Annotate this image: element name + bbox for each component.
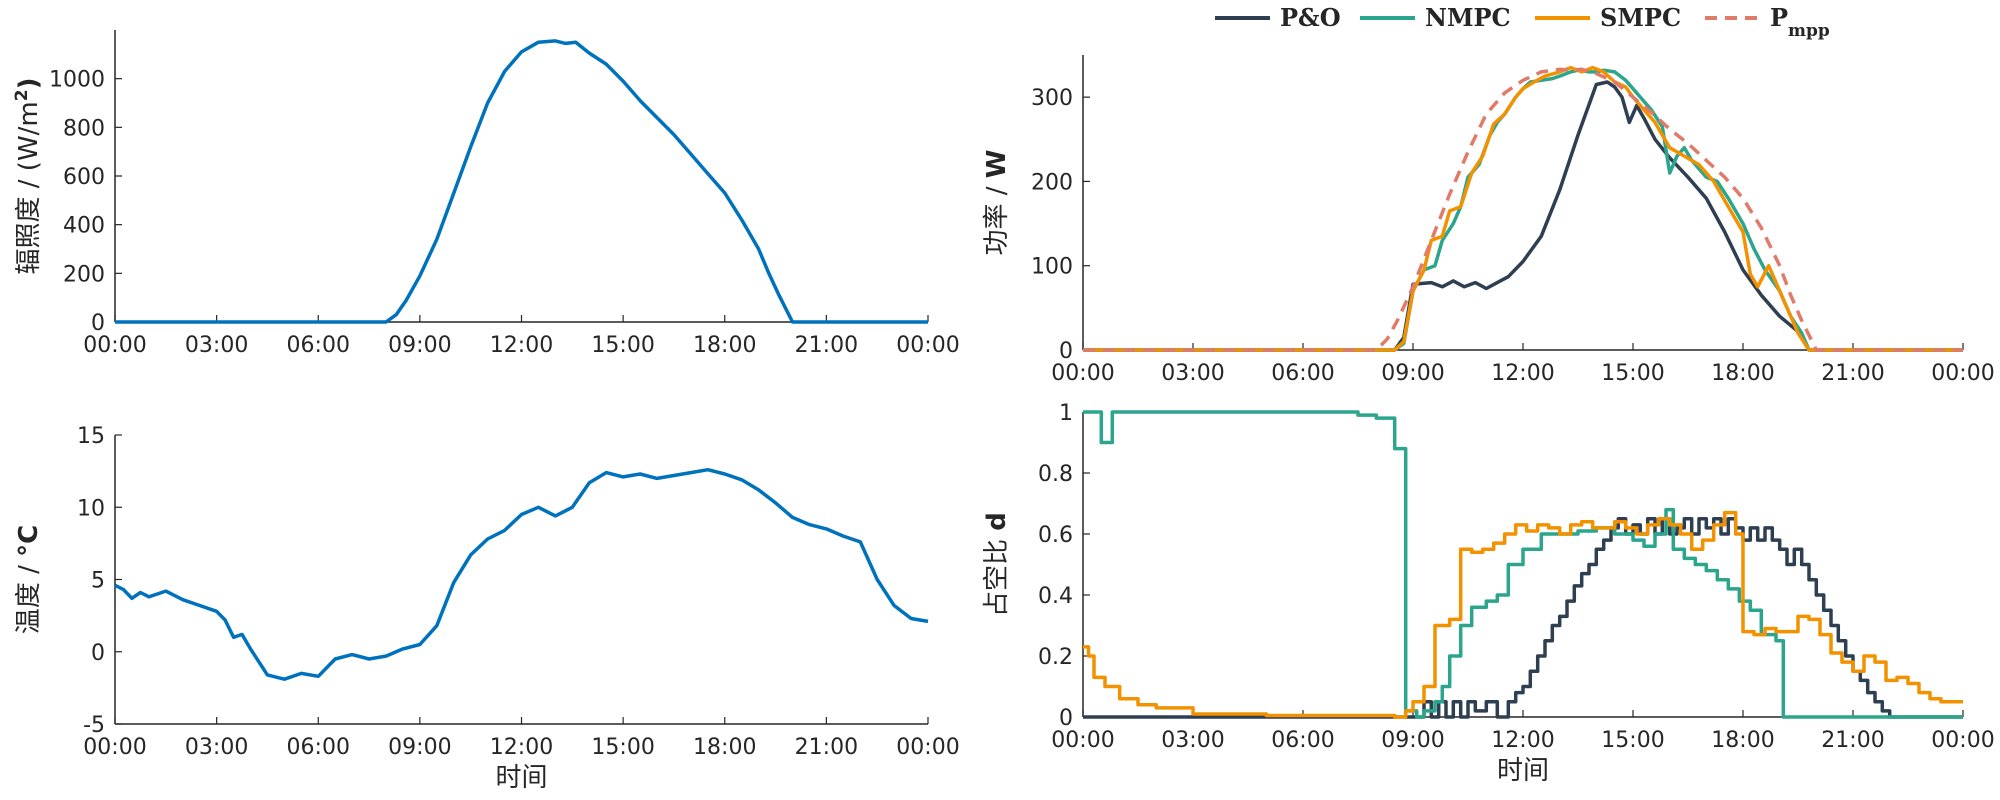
series-line-pmpp xyxy=(1083,67,1963,352)
x-tick-label: 12:00 xyxy=(1491,728,1554,753)
y-tick-label: 200 xyxy=(1031,170,1073,195)
y-tick-label: 0 xyxy=(91,641,105,666)
x-tick-label: 00:00 xyxy=(1931,728,1994,753)
x-tick-label: 12:00 xyxy=(490,333,553,358)
legend: P&O NMPC SMPC Pmpp xyxy=(1215,3,1830,41)
x-tick-label: 18:00 xyxy=(693,333,756,358)
y-axis-label: 辐照度 / (W/m2) xyxy=(12,78,44,275)
y-tick-label: 1000 xyxy=(49,68,105,93)
y-axis-label: 功率 / W xyxy=(982,150,1012,256)
y-tick-label: 0.8 xyxy=(1038,462,1073,487)
y-tick-label: 600 xyxy=(63,165,105,190)
series-line-po xyxy=(1083,517,1963,719)
y-tick-label: 0 xyxy=(1059,706,1073,731)
x-tick-label: 18:00 xyxy=(1711,361,1774,386)
x-axis-label: 时间 xyxy=(1497,756,1549,786)
legend-label-pmpp: Pmpp xyxy=(1770,3,1830,41)
y-axis-label: 占空比 d xyxy=(982,512,1012,617)
x-tick-label: 12:00 xyxy=(1491,361,1554,386)
x-tick-label: 09:00 xyxy=(1381,361,1444,386)
series-line-nmpc xyxy=(1083,410,1963,719)
legend-label-smpc: SMPC xyxy=(1600,3,1681,32)
power-axes: 00:00 03:00 06:00 09:00 12:00 15:00 18:00 21:00… xyxy=(982,55,1995,386)
y-tick-label: 100 xyxy=(1031,255,1073,280)
x-tick-label: 00:00 xyxy=(1051,728,1114,753)
x-tick-label: 15:00 xyxy=(591,333,654,358)
y-tick-label: 5 xyxy=(91,569,105,594)
x-tick-label: 09:00 xyxy=(388,333,451,358)
x-tick-label: 12:00 xyxy=(490,735,553,760)
duty-cycle-axes: 00:00 03:00 06:00 09:00 12:00 15:00 18:00 21:00… xyxy=(982,401,1995,786)
temperature-axes: 00:00 03:00 06:00 09:00 12:00 15:00 18:00 21:00… xyxy=(14,424,960,793)
y-tick-label: 0.4 xyxy=(1038,584,1073,609)
x-tick-label: 18:00 xyxy=(1711,728,1774,753)
x-tick-label: 00:00 xyxy=(896,333,959,358)
x-tick-label: 00:00 xyxy=(896,735,959,760)
series-line-main xyxy=(115,39,928,324)
x-tick-label: 06:00 xyxy=(287,333,350,358)
y-tick-label: 15 xyxy=(77,424,105,449)
y-tick-label: 0.2 xyxy=(1038,645,1073,670)
x-tick-label: 00:00 xyxy=(83,333,146,358)
x-tick-label: 21:00 xyxy=(1821,361,1884,386)
x-tick-label: 06:00 xyxy=(1271,728,1334,753)
y-tick-label: 400 xyxy=(63,214,105,239)
x-tick-label: 18:00 xyxy=(693,735,756,760)
series-line-nmpc xyxy=(1083,68,1963,352)
x-tick-label: 21:00 xyxy=(1821,728,1884,753)
x-tick-label: 00:00 xyxy=(83,735,146,760)
legend-label-po: P&O xyxy=(1280,3,1341,32)
series-line-po xyxy=(1083,80,1963,352)
series-line-smpc xyxy=(1083,510,1963,719)
x-tick-label: 03:00 xyxy=(185,333,248,358)
x-tick-label: 03:00 xyxy=(1161,361,1224,386)
x-tick-label: 15:00 xyxy=(591,735,654,760)
y-tick-label: -5 xyxy=(83,713,105,738)
legend-pmpp-sub: mpp xyxy=(1788,21,1830,41)
x-tick-label: 21:00 xyxy=(795,735,858,760)
series-line-smpc xyxy=(1083,65,1963,352)
legend-pmpp-main: P xyxy=(1770,3,1788,32)
y-tick-label: 0.6 xyxy=(1038,523,1073,548)
x-tick-label: 00:00 xyxy=(1931,361,1994,386)
y-tick-label: 0 xyxy=(91,311,105,336)
x-tick-label: 03:00 xyxy=(185,735,248,760)
x-tick-label: 15:00 xyxy=(1601,361,1664,386)
x-tick-label: 06:00 xyxy=(287,735,350,760)
series-line-main xyxy=(114,467,929,681)
x-tick-label: 09:00 xyxy=(1381,728,1444,753)
irradiance-axes: 00:00 03:00 06:00 09:00 12:00 15:00 18:00 21:00… xyxy=(12,30,960,358)
x-tick-label: 15:00 xyxy=(1601,728,1664,753)
x-tick-label: 03:00 xyxy=(1161,728,1224,753)
x-tick-label: 09:00 xyxy=(388,735,451,760)
y-tick-label: 0 xyxy=(1059,339,1073,364)
y-tick-label: 200 xyxy=(63,262,105,287)
y-axis-label: 温度 / °C xyxy=(14,525,44,634)
y-tick-label: 800 xyxy=(63,116,105,141)
x-axis-label: 时间 xyxy=(495,763,547,793)
y-tick-label: 10 xyxy=(77,496,105,521)
y-tick-label: 300 xyxy=(1031,86,1073,111)
x-tick-label: 06:00 xyxy=(1271,361,1334,386)
x-tick-label: 00:00 xyxy=(1051,361,1114,386)
x-tick-label: 21:00 xyxy=(795,333,858,358)
y-tick-label: 1 xyxy=(1059,401,1073,426)
legend-label-nmpc: NMPC xyxy=(1425,3,1511,32)
